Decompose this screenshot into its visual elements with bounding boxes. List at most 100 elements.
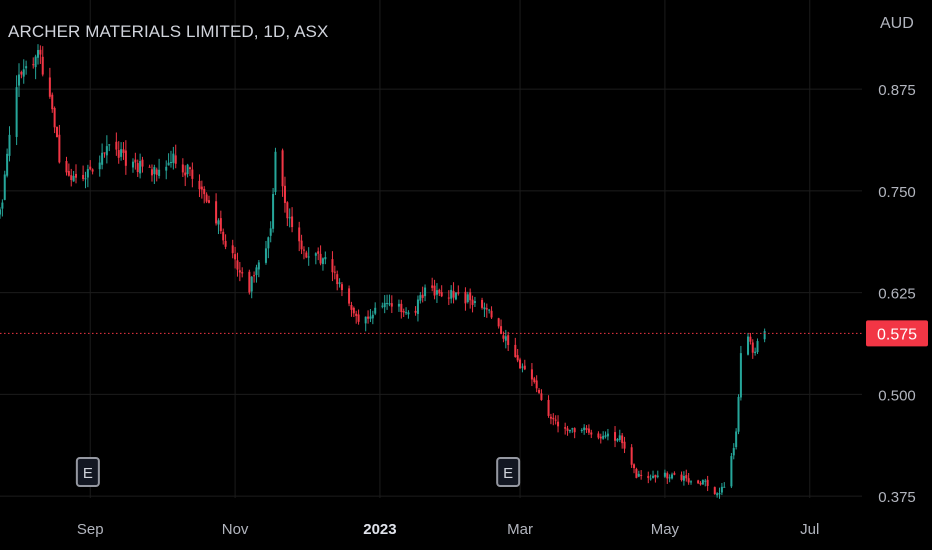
candle <box>374 302 377 316</box>
candle <box>203 186 206 204</box>
candle <box>58 124 61 164</box>
candle <box>614 426 617 448</box>
candle-body <box>583 427 586 431</box>
candle <box>756 338 759 355</box>
candle-body <box>108 144 111 146</box>
candle-body <box>150 169 153 176</box>
candle-body <box>117 150 120 158</box>
candle <box>388 294 391 307</box>
candle-body <box>167 162 170 166</box>
candle <box>117 141 120 164</box>
candle-body <box>749 336 752 342</box>
candle-body <box>253 275 256 277</box>
candle <box>348 285 351 307</box>
candle-body <box>115 141 118 150</box>
candle <box>371 310 374 325</box>
candle-body <box>668 477 671 479</box>
candle-body <box>673 473 676 475</box>
candle <box>616 437 619 443</box>
x-tick-label: Nov <box>222 521 249 538</box>
candle-body <box>471 299 474 305</box>
candle-body <box>473 301 476 303</box>
candle <box>120 142 123 161</box>
candle-body <box>680 474 683 480</box>
candle-body <box>390 303 393 307</box>
candle <box>687 473 690 485</box>
candle <box>65 156 68 176</box>
candle-body <box>502 335 505 339</box>
candle <box>186 163 189 178</box>
candle-body <box>690 481 693 483</box>
candle-body <box>103 152 106 154</box>
candle-body <box>307 256 310 258</box>
candle-body <box>300 240 303 250</box>
candle <box>481 297 484 310</box>
candle <box>340 282 343 297</box>
candle <box>701 479 704 485</box>
candle-body <box>433 285 436 296</box>
candle-body <box>286 202 289 219</box>
earnings-marker[interactable]: E <box>496 457 521 487</box>
candle-body <box>352 307 355 314</box>
candle <box>649 474 652 481</box>
candle <box>331 251 334 282</box>
candle-body <box>338 282 341 284</box>
candle-body <box>371 314 374 319</box>
earnings-marker-label: E <box>503 465 513 482</box>
candle <box>386 294 389 310</box>
candles <box>0 44 766 499</box>
candle <box>516 348 519 363</box>
candle <box>350 301 353 317</box>
candle-body <box>469 292 472 301</box>
candle <box>298 221 301 252</box>
candle <box>652 470 655 479</box>
candle <box>238 261 241 282</box>
candle <box>735 428 738 450</box>
candle <box>654 474 657 483</box>
candle <box>751 339 754 359</box>
candle-body <box>364 316 367 324</box>
candle-body <box>435 290 438 295</box>
candle <box>566 425 569 436</box>
candle <box>84 171 87 189</box>
candle-body <box>564 427 567 429</box>
candle-body <box>739 353 742 398</box>
candle <box>167 153 170 166</box>
candle <box>438 288 441 297</box>
candle <box>473 296 476 307</box>
candle <box>355 310 358 324</box>
candle <box>48 67 51 99</box>
candle <box>549 413 552 425</box>
candle <box>656 470 659 479</box>
candle <box>55 126 59 138</box>
candle-body <box>552 417 555 420</box>
candle-body <box>718 493 721 495</box>
candle <box>205 192 208 204</box>
candle-body <box>91 169 94 172</box>
candle <box>400 299 403 319</box>
candle-body <box>697 480 700 484</box>
candle <box>568 429 571 434</box>
candle <box>207 195 210 204</box>
candle-body <box>331 259 334 273</box>
candle-body <box>521 366 524 368</box>
candle <box>72 170 75 182</box>
candle-body <box>723 486 726 488</box>
candle-body <box>504 336 507 341</box>
candle <box>521 363 524 373</box>
candle-body <box>134 159 137 163</box>
candle-body <box>324 257 327 260</box>
earnings-marker[interactable]: E <box>75 457 100 487</box>
candle-body <box>716 493 719 496</box>
candle <box>53 106 56 134</box>
candle-body <box>25 66 28 69</box>
candle <box>255 264 258 283</box>
candle-body <box>654 474 657 478</box>
candle <box>630 444 633 468</box>
candle <box>281 148 284 197</box>
candle <box>82 165 85 182</box>
candle-body <box>454 292 457 300</box>
candle-body <box>51 94 54 110</box>
